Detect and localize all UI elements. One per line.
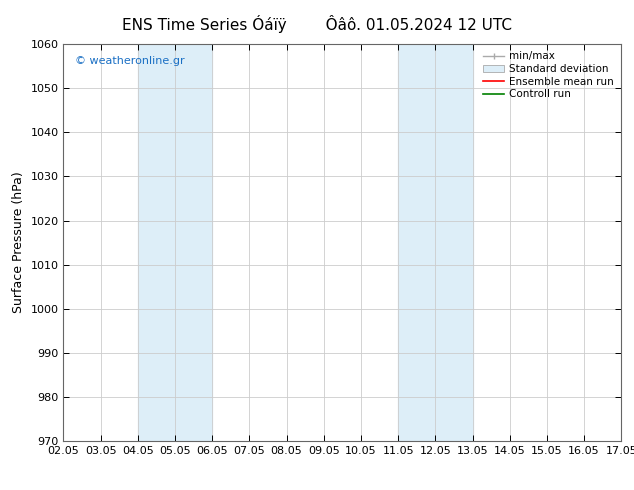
Y-axis label: Surface Pressure (hPa): Surface Pressure (hPa) — [12, 172, 25, 314]
Text: © weatheronline.gr: © weatheronline.gr — [75, 56, 184, 66]
Bar — [398, 44, 472, 441]
Text: ENS Time Series Óáïÿ        Ôâô. 01.05.2024 12 UTC: ENS Time Series Óáïÿ Ôâô. 01.05.2024 12 … — [122, 15, 512, 33]
Bar — [138, 44, 212, 441]
Legend: min/max, Standard deviation, Ensemble mean run, Controll run: min/max, Standard deviation, Ensemble me… — [481, 49, 616, 101]
